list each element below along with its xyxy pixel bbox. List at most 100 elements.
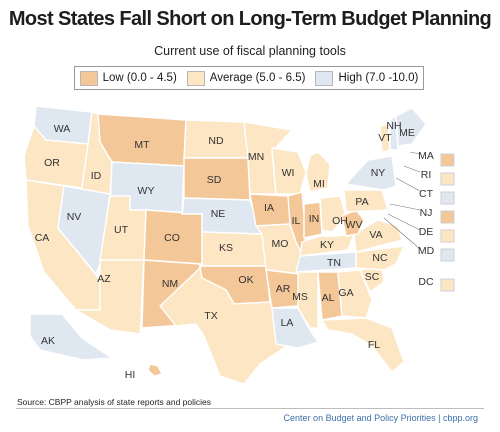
state-label-ut: UT (114, 224, 129, 236)
legend-swatch-low (79, 70, 98, 86)
state-box-md (440, 248, 455, 262)
state-label-tn: TN (327, 257, 341, 269)
state-label-id: ID (91, 170, 102, 182)
state-nc (355, 245, 405, 271)
state-nv (57, 185, 111, 275)
state-label-oh: OH (332, 215, 348, 227)
state-label-ct: CT (419, 188, 434, 200)
us-states-map: WA OR CA ID NV MT WY UT AZ CO NM ND SD NE KS OK TX MN IA MO… (23, 105, 455, 385)
state-label-wv: WV (346, 219, 363, 231)
state-label-ma: MA (418, 150, 434, 162)
state-label-ca: CA (35, 232, 50, 244)
leader-line-nj (389, 203, 421, 211)
state-labels: WA OR CA ID NV MT WY UT AZ CO NM ND SD NE KS OK TX MN IA MO… (35, 120, 435, 381)
state-hi (147, 363, 163, 377)
state-label-nh: NH (386, 120, 401, 132)
state-label-ar: AR (276, 283, 291, 295)
state-label-wa: WA (54, 123, 71, 135)
state-pa (343, 189, 389, 213)
state-label-ny: NY (371, 167, 386, 179)
legend: Low (0.0 - 4.5) Average (5.0 - 6.5) High… (74, 66, 424, 90)
state-in (303, 201, 323, 239)
state-label-az: AZ (97, 273, 111, 285)
state-ak (29, 313, 113, 361)
state-label-al: AL (322, 292, 335, 304)
state-ks (201, 231, 267, 267)
state-ms (297, 271, 319, 329)
state-label-or: OR (44, 157, 60, 169)
leader-lines (383, 151, 421, 250)
state-label-ia: IA (264, 202, 274, 214)
map-title: Most States Fall Short on Long-Term Budg… (8, 8, 492, 30)
state-label-mo: MO (272, 238, 289, 250)
leader-line-md (383, 217, 421, 250)
legend-item-high: High (7.0 -10.0) (315, 70, 419, 86)
state-label-ms: MS (292, 291, 308, 303)
state-label-co: CO (164, 232, 180, 244)
state-va (353, 219, 403, 253)
map-subtitle: Current use of fiscal planning tools (154, 44, 346, 58)
state-label-mi: MI (313, 178, 325, 190)
state-label-va: VA (369, 229, 382, 241)
state-box-ct (440, 191, 455, 205)
credit-line: Center on Budget and Policy Priorities |… (283, 413, 478, 423)
state-label-ks: KS (219, 242, 233, 254)
legend-swatch-average (186, 70, 205, 86)
state-label-ga: GA (338, 287, 353, 299)
state-label-sd: SD (207, 174, 222, 186)
state-box-ma (440, 153, 455, 167)
state-box-ri (440, 172, 455, 186)
state-box-nj (440, 210, 455, 224)
state-label-ri: RI (421, 169, 432, 181)
state-label-nj: NJ (420, 207, 433, 219)
state-label-md: MD (418, 245, 435, 257)
state-label-la: LA (281, 317, 294, 329)
state-label-dc: DC (418, 276, 434, 288)
state-wi (271, 147, 307, 195)
state-label-me: ME (399, 127, 415, 139)
legend-swatch-high (315, 70, 334, 86)
state-label-ky: KY (320, 239, 334, 251)
state-label-ak: AK (41, 335, 55, 347)
legend-item-average: Average (5.0 - 6.5) (186, 70, 306, 86)
state-label-wy: WY (138, 185, 155, 197)
legend-label-high: High (7.0 -10.0) (338, 72, 419, 84)
state-label-vt: VT (378, 132, 392, 144)
state-label-pa: PA (355, 196, 368, 208)
legend-item-low: Low (0.0 - 4.5) (79, 70, 177, 86)
legend-label-low: Low (0.0 - 4.5) (102, 72, 177, 84)
state-label-sc: SC (365, 271, 380, 283)
state-label-nm: NM (162, 278, 178, 290)
leader-line-ct (395, 177, 421, 192)
leader-line-ri (403, 165, 421, 173)
state-fl (321, 317, 405, 373)
footer-divider (16, 408, 484, 409)
state-tn (295, 251, 357, 273)
state-label-nv: NV (67, 211, 82, 223)
state-label-ok: OK (238, 274, 253, 286)
state-label-tx: TX (204, 310, 217, 322)
leader-line-ma (409, 151, 421, 155)
state-label-in: IN (309, 213, 320, 225)
state-ga (337, 269, 373, 319)
state-shapes (23, 105, 455, 385)
state-tx (159, 267, 291, 385)
state-label-wi: WI (282, 167, 295, 179)
state-ny (345, 155, 397, 191)
state-mi (305, 151, 331, 193)
state-label-mt: MT (134, 139, 150, 151)
legend-label-average: Average (5.0 - 6.5) (209, 72, 306, 84)
state-ar (265, 269, 301, 309)
state-box-dc (440, 278, 455, 292)
state-oh (319, 195, 347, 233)
state-label-de: DE (419, 226, 434, 238)
state-me (395, 107, 427, 147)
source-note: Source: CBPP analysis of state reports a… (17, 397, 212, 407)
state-label-nd: ND (208, 135, 224, 147)
state-label-hi: HI (125, 369, 136, 381)
state-box-de (440, 229, 455, 243)
state-label-ne: NE (211, 208, 226, 220)
state-label-mn: MN (248, 151, 264, 163)
state-label-il: IL (292, 215, 301, 227)
state-label-fl: FL (368, 339, 380, 351)
